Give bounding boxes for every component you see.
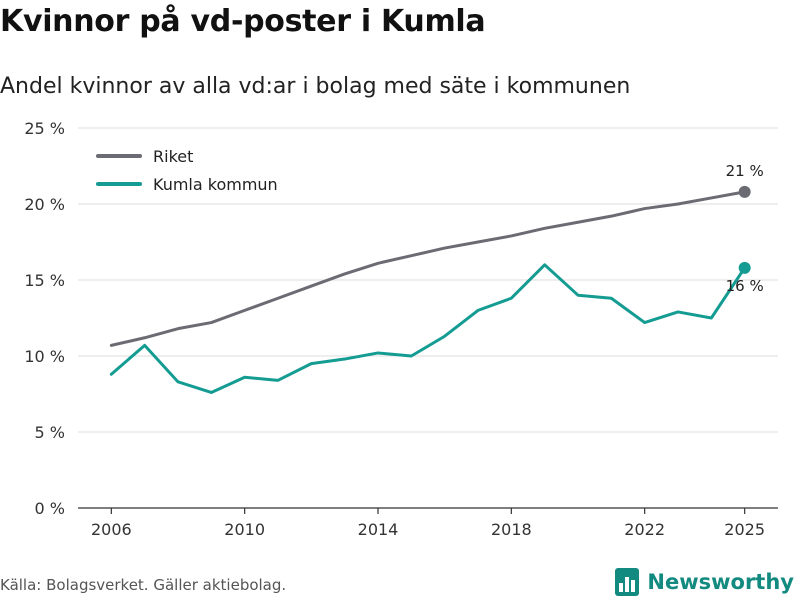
x-tick-label: 2014: [358, 520, 399, 539]
bar-chart-icon: [615, 568, 640, 596]
series-line-riket: [109, 190, 747, 347]
x-tick-label: 2018: [491, 520, 532, 539]
axes: 0 % 5 % 10 % 15 % 20 % 25 % 2006 2010 2014 2018 20…: [24, 119, 778, 539]
end-value-label: 16 %: [726, 277, 764, 295]
y-tick-label: 5 %: [35, 423, 65, 442]
brand-logo: Newsworthy: [615, 568, 794, 596]
source-note: Källa: Bolagsverket. Gäller aktiebolag.: [0, 576, 287, 594]
x-tick-label: 2022: [624, 520, 665, 539]
chart-title: Kvinnor på vd-poster i Kumla: [0, 4, 486, 39]
series-line-kumla: [109, 263, 747, 394]
end-point-marker: [738, 261, 751, 274]
legend-label: Riket: [153, 147, 193, 166]
x-tick-label: 2006: [91, 520, 132, 539]
y-tick-label: 25 %: [24, 119, 65, 138]
brand-name: Newsworthy: [647, 570, 794, 594]
legend-label: Kumla kommun: [153, 175, 278, 194]
x-tick-label: 2010: [224, 520, 265, 539]
legend: Riket Kumla kommun: [96, 147, 278, 194]
y-tick-label: 20 %: [24, 195, 65, 214]
x-tick-label: 2025: [724, 520, 765, 539]
end-point-marker: [738, 185, 751, 198]
y-tick-label: 10 %: [24, 347, 65, 366]
series-lines: 21 % 16 %: [109, 162, 764, 394]
gridlines: [78, 127, 778, 433]
y-tick-label: 0 %: [35, 499, 65, 518]
chart-subtitle: Andel kvinnor av alla vd:ar i bolag med …: [0, 74, 631, 99]
end-value-label: 21 %: [726, 162, 764, 180]
y-tick-label: 15 %: [24, 271, 65, 290]
